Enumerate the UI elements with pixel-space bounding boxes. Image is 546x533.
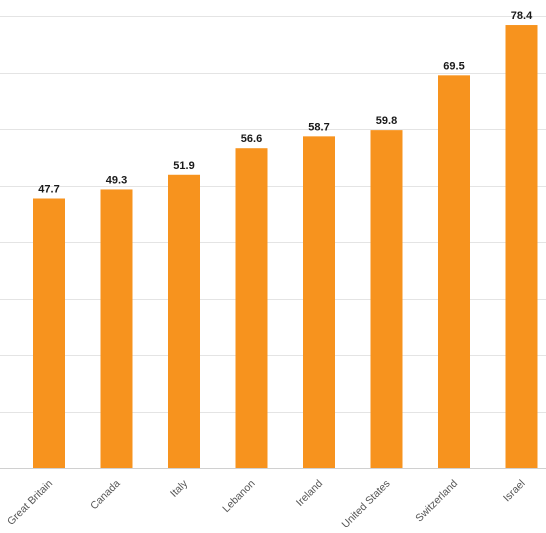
bar-lebanon [235, 148, 268, 468]
value-label: 56.6 [241, 133, 262, 145]
category-label: Great Britain [5, 478, 55, 528]
category-label: Lebanon [220, 478, 258, 516]
category-label: Ireland [294, 478, 325, 509]
category-labels: Great Britain Canada Italy Lebanon Ireland Un… [5, 477, 528, 531]
bar-united-states [370, 130, 403, 468]
value-label: 47.7 [38, 183, 59, 195]
value-label: 51.9 [173, 160, 194, 172]
bar-canada [100, 189, 133, 468]
bar-italy [168, 174, 200, 468]
value-label: 49.3 [106, 174, 127, 186]
gridlines [0, 16, 546, 469]
bar-great-britain [33, 198, 65, 468]
category-label: Italy [168, 477, 191, 500]
bar-switzerland [438, 75, 470, 468]
category-label: Israel [501, 478, 528, 505]
category-label: Switzerland [413, 478, 460, 525]
value-label: 69.5 [443, 60, 464, 72]
bars [33, 25, 538, 468]
value-label: 78.4 [511, 10, 533, 22]
value-label: 58.7 [308, 121, 329, 133]
value-labels: 47.7 49.3 51.9 56.6 58.7 59.8 69.5 78.4 [38, 10, 533, 195]
value-label: 59.8 [376, 115, 397, 127]
bar-israel [505, 25, 538, 468]
category-label: Canada [88, 478, 123, 513]
bar-ireland [303, 136, 335, 468]
category-label: United States [340, 478, 393, 531]
